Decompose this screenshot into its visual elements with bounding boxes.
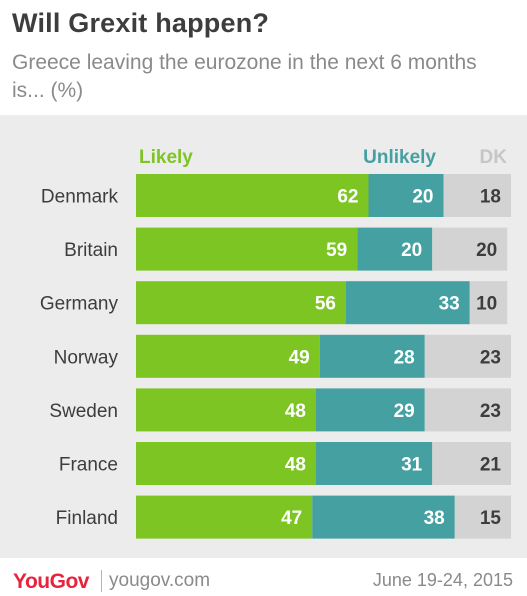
bar-likely bbox=[136, 442, 316, 485]
data-label-dk: 20 bbox=[476, 240, 497, 261]
bar-unlikely bbox=[319, 334, 425, 378]
bar-unlikely bbox=[316, 442, 433, 485]
data-label-dk: 15 bbox=[480, 508, 502, 529]
footer: YouGov yougov.com June 19-24, 2015 bbox=[0, 558, 527, 596]
bar-unlikely bbox=[368, 174, 444, 217]
category-label: Finland bbox=[56, 508, 118, 529]
bar-dk bbox=[443, 174, 511, 217]
data-label-dk: 23 bbox=[480, 401, 501, 422]
category-label: Norway bbox=[54, 347, 119, 368]
legend-unlikely: Unlikely bbox=[363, 147, 436, 168]
data-label-dk: 18 bbox=[480, 187, 501, 208]
yougov-logo: YouGov bbox=[13, 570, 89, 593]
bar-unlikely bbox=[316, 388, 425, 432]
data-label-likely: 62 bbox=[337, 187, 358, 208]
chart-subtitle: Greece leaving the eurozone in the next … bbox=[12, 51, 477, 102]
data-label-likely: 59 bbox=[326, 240, 347, 261]
bar-dk bbox=[432, 227, 508, 271]
data-label-dk: 10 bbox=[476, 294, 497, 315]
bar-dk bbox=[424, 388, 511, 432]
chart-area: Likely Unlikely DK Denmark 62 20 18 Britain 59 20… bbox=[0, 115, 527, 558]
bar-likely bbox=[136, 281, 346, 325]
category-label: Denmark bbox=[41, 187, 119, 208]
category-label: France bbox=[59, 455, 118, 476]
bar-likely bbox=[136, 174, 369, 217]
bar-unlikely bbox=[346, 281, 470, 325]
data-label-unlikely: 28 bbox=[394, 347, 415, 368]
data-label-unlikely: 20 bbox=[412, 187, 433, 208]
bar-unlikely bbox=[312, 495, 455, 539]
bar-dk bbox=[454, 495, 511, 539]
data-label-unlikely: 31 bbox=[401, 455, 423, 476]
data-label-likely: 48 bbox=[285, 455, 306, 476]
bar-dk bbox=[432, 442, 511, 485]
category-label: Germany bbox=[40, 294, 119, 315]
footer-site: yougov.com bbox=[109, 570, 211, 591]
bar-likely bbox=[136, 227, 358, 271]
legend-likely: Likely bbox=[139, 147, 193, 168]
category-label: Sweden bbox=[49, 401, 118, 422]
bar-likely bbox=[136, 334, 320, 378]
data-label-likely: 49 bbox=[289, 347, 310, 368]
data-label-dk: 23 bbox=[480, 347, 501, 368]
bar-dk bbox=[424, 334, 511, 378]
data-label-dk: 21 bbox=[480, 455, 502, 476]
category-label: Britain bbox=[64, 240, 118, 261]
footer-divider bbox=[101, 570, 102, 592]
stacked-bar-chart: Likely Unlikely DK Denmark 62 20 18 Britain 59 20… bbox=[40, 147, 511, 539]
data-label-likely: 47 bbox=[281, 508, 302, 529]
data-label-unlikely: 38 bbox=[424, 508, 445, 529]
chart-title: Will Grexit happen? bbox=[12, 8, 270, 38]
bar-unlikely bbox=[357, 227, 433, 271]
data-label-likely: 48 bbox=[285, 401, 306, 422]
bar-likely bbox=[136, 388, 316, 432]
data-label-likely: 56 bbox=[315, 294, 336, 315]
legend-dk: DK bbox=[480, 147, 508, 168]
bar-dk bbox=[469, 281, 508, 325]
header: Will Grexit happen? Greece leaving the e… bbox=[0, 0, 527, 115]
bar-likely bbox=[136, 495, 313, 539]
data-label-unlikely: 33 bbox=[439, 294, 460, 315]
data-label-unlikely: 29 bbox=[394, 401, 415, 422]
footer-date: June 19-24, 2015 bbox=[372, 570, 513, 590]
data-label-unlikely: 20 bbox=[401, 240, 422, 261]
